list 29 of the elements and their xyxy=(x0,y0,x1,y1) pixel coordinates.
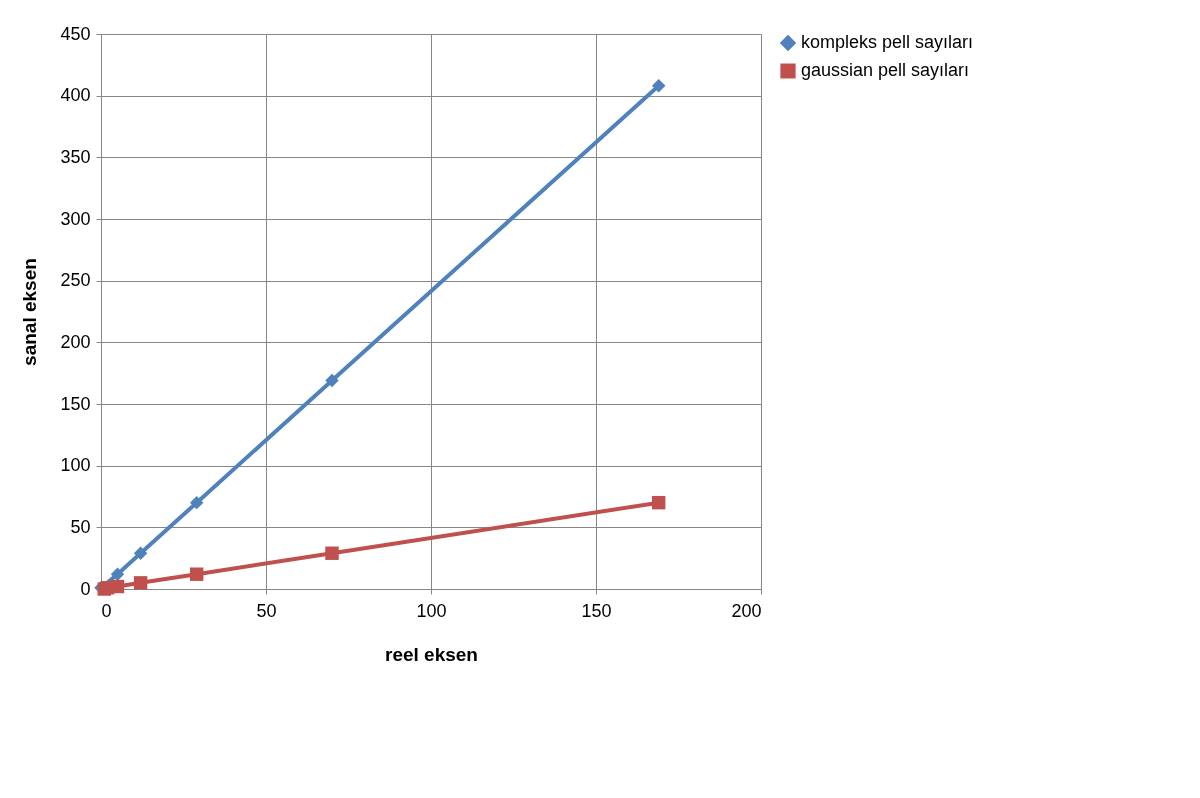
x-tick-label: 100 xyxy=(416,600,447,621)
y-tick-label: 200 xyxy=(60,331,91,352)
point xyxy=(133,576,148,590)
x-axis-title: reel eksen xyxy=(385,643,478,665)
x-tick-label: 0 xyxy=(101,600,112,621)
point xyxy=(651,495,666,510)
point xyxy=(189,567,204,581)
point xyxy=(189,495,204,510)
x-tick-label: 50 xyxy=(256,600,277,621)
y-tick-label: 250 xyxy=(60,270,91,291)
y-tick-label: 350 xyxy=(60,146,91,167)
point xyxy=(325,373,339,388)
y-tick-label: 300 xyxy=(60,208,91,229)
point xyxy=(110,579,125,594)
y-tick-label: 100 xyxy=(60,455,91,476)
x-tick-label: 200 xyxy=(731,600,762,621)
point xyxy=(325,546,339,560)
point xyxy=(651,79,666,93)
y-axis-title: sanal eksen xyxy=(19,258,41,366)
point xyxy=(110,567,125,581)
point xyxy=(133,546,148,560)
y-tick-label: 50 xyxy=(70,516,91,537)
y-tick-label: 0 xyxy=(80,578,91,599)
x-tick-label: 150 xyxy=(581,600,612,621)
y-tick-label: 450 xyxy=(60,23,91,44)
legend-label: kompleks pell sayıları xyxy=(801,32,974,52)
legend-label: gaussian pell sayıları xyxy=(801,60,970,80)
y-tick-label: 150 xyxy=(60,393,91,414)
y-tick-label: 400 xyxy=(60,85,91,106)
